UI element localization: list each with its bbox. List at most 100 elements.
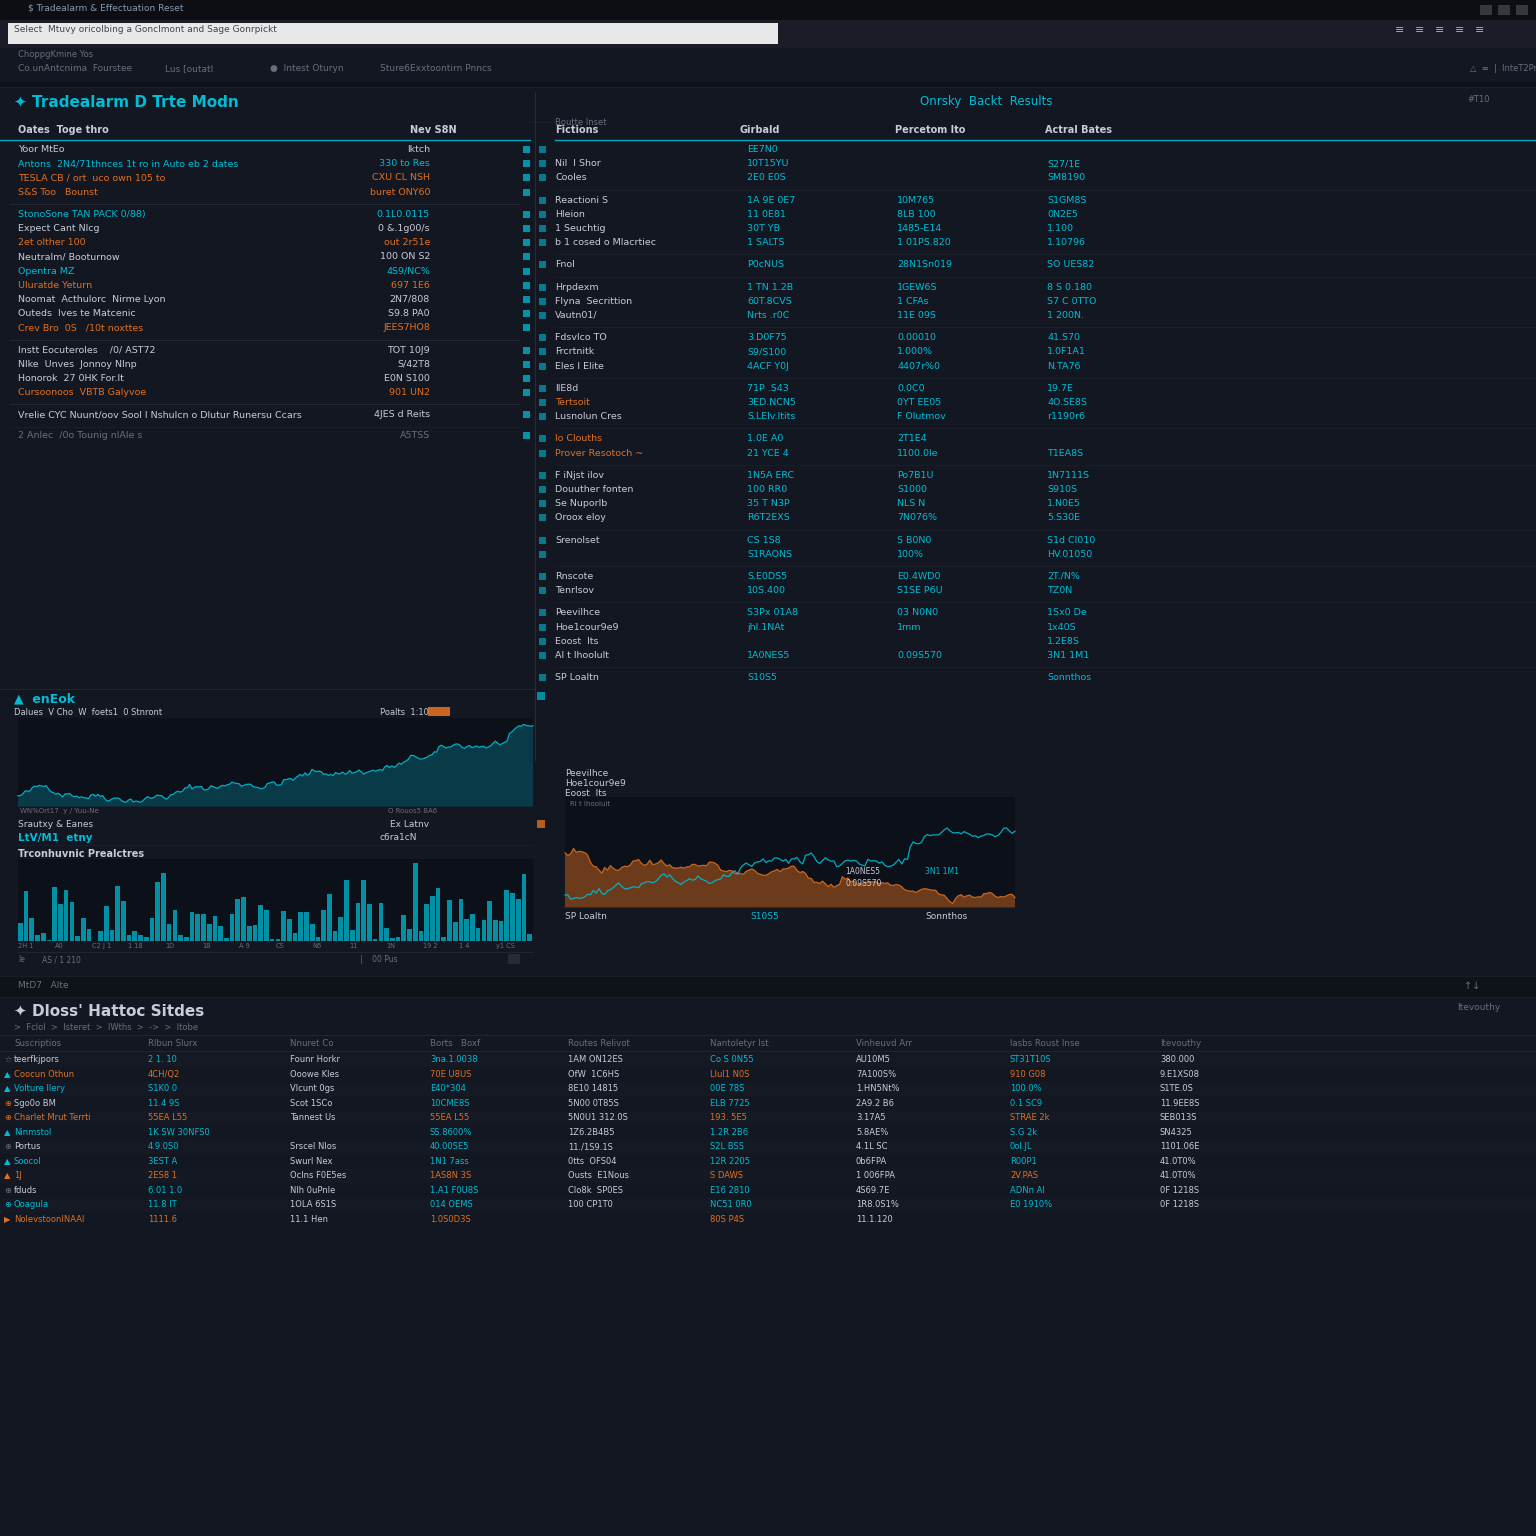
Text: 1N: 1N bbox=[386, 943, 395, 949]
Bar bbox=[539, 399, 545, 406]
Text: Neutralm/ Booturnow: Neutralm/ Booturnow bbox=[18, 252, 120, 261]
Text: 0b6FPA: 0b6FPA bbox=[856, 1157, 888, 1166]
Text: 30T YB: 30T YB bbox=[746, 224, 780, 233]
Bar bbox=[539, 501, 545, 507]
Text: 380.000: 380.000 bbox=[1160, 1055, 1195, 1064]
Text: Sture6Exxtoontirn Pnncs: Sture6Exxtoontirn Pnncs bbox=[379, 65, 492, 74]
Polygon shape bbox=[18, 725, 533, 806]
Text: JEES7HO8: JEES7HO8 bbox=[382, 324, 430, 332]
Text: y1 CS: y1 CS bbox=[496, 943, 515, 949]
Text: Suscriptios: Suscriptios bbox=[14, 1040, 61, 1049]
Text: Hleion: Hleion bbox=[554, 210, 585, 218]
Bar bbox=[195, 914, 200, 942]
Text: 4.1L SC: 4.1L SC bbox=[856, 1143, 888, 1152]
Text: Crev Bro  0S   /10t noxttes: Crev Bro 0S /10t noxttes bbox=[18, 324, 143, 332]
Bar bbox=[1481, 5, 1491, 15]
Bar bbox=[499, 920, 504, 942]
Text: 1A0NES5: 1A0NES5 bbox=[845, 868, 880, 877]
Bar bbox=[189, 912, 195, 942]
Bar bbox=[539, 261, 545, 269]
Bar bbox=[522, 224, 530, 232]
Text: lo Clouths: lo Clouths bbox=[554, 435, 602, 444]
Bar bbox=[481, 920, 487, 942]
Bar bbox=[522, 347, 530, 353]
Text: Soocol: Soocol bbox=[14, 1157, 41, 1166]
Bar bbox=[504, 889, 508, 942]
Text: ⊕: ⊕ bbox=[5, 1098, 11, 1107]
Text: Se Nuporlb: Se Nuporlb bbox=[554, 499, 607, 508]
Bar bbox=[333, 931, 338, 942]
Text: #T10: #T10 bbox=[1467, 95, 1490, 104]
Text: ≡: ≡ bbox=[1415, 25, 1424, 35]
Text: 12R 2205: 12R 2205 bbox=[710, 1157, 750, 1166]
Text: 1.000%: 1.000% bbox=[897, 347, 932, 356]
Text: 4S9/NC%: 4S9/NC% bbox=[386, 267, 430, 275]
Bar bbox=[441, 937, 445, 942]
Bar bbox=[424, 903, 429, 942]
Text: Lusnolun Cres: Lusnolun Cres bbox=[554, 412, 622, 421]
Text: Fnol: Fnol bbox=[554, 261, 574, 269]
Text: 1 200N.: 1 200N. bbox=[1048, 310, 1084, 319]
Text: R6T2EXS: R6T2EXS bbox=[746, 513, 790, 522]
Text: 100 RR0: 100 RR0 bbox=[746, 485, 788, 495]
Text: 11.1 Hen: 11.1 Hen bbox=[290, 1215, 329, 1224]
Text: ▲: ▲ bbox=[5, 1084, 11, 1094]
Bar bbox=[0, 1068, 1536, 1081]
Text: ☆: ☆ bbox=[5, 1055, 11, 1064]
Bar bbox=[539, 551, 545, 558]
Bar bbox=[0, 1169, 1536, 1183]
Text: 03 N0N0: 03 N0N0 bbox=[897, 608, 938, 617]
Text: 10T15YU: 10T15YU bbox=[746, 160, 790, 169]
Text: Llul1 N0S: Llul1 N0S bbox=[710, 1071, 750, 1078]
Text: 4ACF Y0J: 4ACF Y0J bbox=[746, 361, 790, 370]
Text: 11.8 IT: 11.8 IT bbox=[147, 1201, 177, 1209]
Bar bbox=[144, 937, 149, 942]
Bar bbox=[0, 81, 1536, 88]
Text: 19 2: 19 2 bbox=[422, 943, 438, 949]
Bar bbox=[230, 914, 235, 942]
Text: E0 1910%: E0 1910% bbox=[1011, 1201, 1052, 1209]
Bar bbox=[539, 624, 545, 631]
Text: 2H 1: 2H 1 bbox=[18, 943, 34, 949]
Text: Onrsky  Backt  Results: Onrsky Backt Results bbox=[920, 95, 1052, 108]
Text: Ninmstol: Ninmstol bbox=[14, 1127, 51, 1137]
Text: 2V.PAS: 2V.PAS bbox=[1011, 1172, 1038, 1180]
Bar bbox=[430, 895, 435, 942]
Text: buret ONY60: buret ONY60 bbox=[370, 187, 430, 197]
Bar bbox=[539, 587, 545, 594]
Bar bbox=[539, 674, 545, 680]
Bar bbox=[522, 375, 530, 382]
Bar bbox=[252, 925, 258, 942]
Bar bbox=[522, 874, 527, 942]
Text: 1 4: 1 4 bbox=[459, 943, 470, 949]
Text: 2A9.2 B6: 2A9.2 B6 bbox=[856, 1098, 894, 1107]
Text: Sonnthos: Sonnthos bbox=[1048, 673, 1091, 682]
Text: 1101.06E: 1101.06E bbox=[1160, 1143, 1200, 1152]
Text: Srscel Nlos: Srscel Nlos bbox=[290, 1143, 336, 1152]
Text: 1 006FPA: 1 006FPA bbox=[856, 1172, 895, 1180]
Text: S1K0 0: S1K0 0 bbox=[147, 1084, 177, 1094]
Text: Instt Eocuteroles    /0/ AST72: Instt Eocuteroles /0/ AST72 bbox=[18, 346, 155, 355]
Text: 4CH/Q2: 4CH/Q2 bbox=[147, 1071, 180, 1078]
Text: 0F 1218S: 0F 1218S bbox=[1160, 1186, 1200, 1195]
Bar bbox=[539, 637, 545, 645]
Text: 2et olther 100: 2et olther 100 bbox=[18, 238, 86, 247]
Text: O Rouos5 BA6: O Rouos5 BA6 bbox=[389, 808, 438, 814]
Text: Nlh 0uPnle: Nlh 0uPnle bbox=[290, 1186, 335, 1195]
Bar bbox=[539, 651, 545, 659]
Text: Vautn01/: Vautn01/ bbox=[554, 310, 598, 319]
Bar bbox=[52, 886, 57, 942]
Text: S1TE.0S: S1TE.0S bbox=[1160, 1084, 1193, 1094]
Text: P0cNUS: P0cNUS bbox=[746, 261, 783, 269]
Text: ⊕: ⊕ bbox=[5, 1143, 11, 1152]
Text: 1.A1 F0U8S: 1.A1 F0U8S bbox=[430, 1186, 478, 1195]
Text: 1 18: 1 18 bbox=[129, 943, 143, 949]
Text: ✦ Tradealarm D Trte Modn: ✦ Tradealarm D Trte Modn bbox=[14, 95, 238, 111]
Bar bbox=[35, 935, 40, 942]
Bar bbox=[23, 891, 28, 942]
Bar bbox=[0, 1054, 1536, 1068]
Text: Trconhuvnic Prealctres: Trconhuvnic Prealctres bbox=[18, 849, 144, 860]
Bar bbox=[539, 472, 545, 479]
Text: ChoppgKmine Yos: ChoppgKmine Yos bbox=[18, 51, 94, 58]
Text: 4.9.0S0: 4.9.0S0 bbox=[147, 1143, 180, 1152]
